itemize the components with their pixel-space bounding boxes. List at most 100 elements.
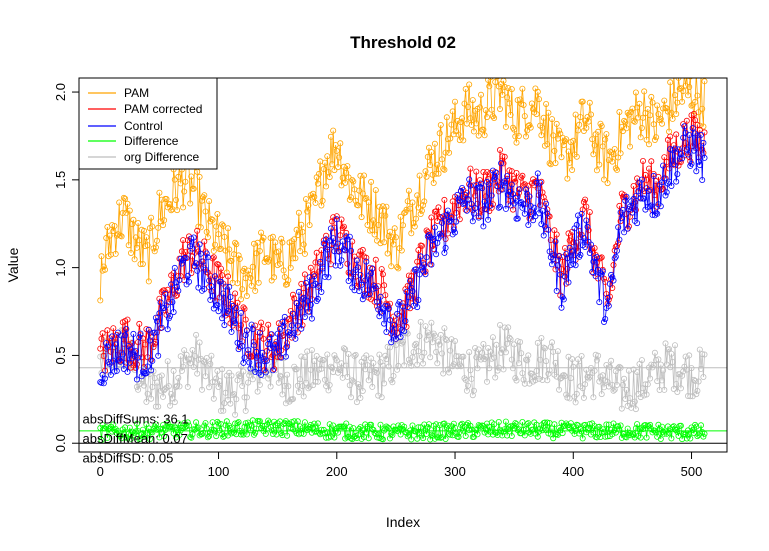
- data-point: [163, 423, 170, 430]
- data-point: [163, 302, 170, 309]
- data-point: [159, 393, 166, 400]
- data-point: [692, 117, 699, 124]
- data-point: [139, 260, 146, 267]
- data-point: [576, 121, 583, 128]
- data-point: [224, 225, 231, 232]
- data-point: [428, 149, 435, 156]
- data-point: [98, 437, 105, 444]
- data-point: [434, 161, 441, 168]
- data-point: [408, 230, 415, 237]
- data-point: [249, 376, 256, 383]
- data-point: [637, 134, 644, 141]
- data-point: [381, 380, 388, 387]
- data-point: [321, 273, 328, 280]
- data-point: [498, 160, 505, 167]
- data-point: [675, 146, 682, 153]
- data-point: [533, 179, 540, 186]
- data-point: [104, 327, 111, 334]
- data-point: [306, 222, 313, 229]
- data-point: [321, 376, 328, 383]
- data-point: [549, 116, 556, 123]
- y-tick-label: 0.0: [53, 434, 68, 452]
- data-point: [519, 418, 526, 425]
- data-point: [327, 133, 334, 140]
- data-point: [107, 348, 114, 355]
- data-point: [634, 368, 641, 375]
- data-point: [280, 332, 287, 339]
- data-point: [285, 277, 292, 284]
- data-point: [298, 221, 305, 228]
- data-point: [177, 353, 184, 360]
- data-point: [451, 229, 458, 236]
- data-point: [466, 349, 473, 356]
- data-point: [288, 322, 295, 329]
- data-point: [460, 200, 467, 207]
- data-point: [634, 421, 641, 428]
- data-point: [220, 407, 227, 414]
- data-point: [677, 422, 684, 429]
- data-point: [355, 264, 362, 271]
- data-point: [575, 212, 582, 219]
- data-point: [182, 254, 189, 261]
- data-point: [193, 331, 200, 338]
- data-point: [414, 435, 421, 442]
- data-point: [578, 352, 585, 359]
- data-point: [252, 287, 259, 294]
- data-point: [482, 206, 489, 213]
- data-point: [269, 233, 276, 240]
- data-point: [597, 433, 604, 440]
- data-point: [479, 349, 486, 356]
- data-point: [143, 234, 150, 241]
- data-point: [562, 244, 569, 251]
- data-point: [520, 102, 527, 109]
- data-point: [660, 105, 667, 112]
- data-point: [292, 255, 299, 262]
- data-point: [528, 100, 535, 107]
- data-point: [355, 431, 362, 438]
- data-point: [97, 379, 104, 386]
- data-point: [337, 262, 344, 269]
- data-point: [502, 418, 509, 425]
- data-point: [429, 171, 436, 178]
- data-point: [363, 258, 370, 265]
- data-point: [148, 395, 155, 402]
- data-point: [340, 163, 347, 170]
- data-point: [610, 261, 617, 268]
- data-point: [682, 82, 689, 89]
- data-point: [621, 375, 628, 382]
- data-point: [208, 216, 215, 223]
- data-point: [562, 273, 569, 280]
- data-point: [236, 255, 243, 262]
- data-point: [463, 207, 470, 214]
- data-point: [655, 421, 662, 428]
- data-point: [564, 175, 571, 182]
- data-point: [543, 200, 550, 207]
- data-point: [424, 228, 431, 235]
- data-point: [319, 265, 326, 272]
- data-point: [167, 312, 174, 319]
- data-point: [136, 237, 143, 244]
- data-point: [537, 179, 544, 186]
- data-point: [331, 352, 338, 359]
- data-point: [206, 433, 213, 440]
- data-point: [301, 419, 308, 426]
- data-point: [355, 381, 362, 388]
- data-point: [204, 434, 211, 441]
- data-point: [463, 421, 470, 428]
- data-point: [624, 109, 631, 116]
- data-point: [217, 407, 224, 414]
- data-point: [208, 427, 215, 434]
- data-point: [483, 378, 490, 385]
- data-point: [500, 179, 507, 186]
- data-point: [254, 388, 261, 395]
- data-point: [340, 223, 347, 230]
- data-point: [266, 419, 273, 426]
- data-point: [572, 262, 579, 269]
- data-point: [175, 420, 182, 427]
- data-point: [97, 345, 104, 352]
- data-point: [232, 411, 239, 418]
- data-point: [449, 108, 456, 115]
- data-point: [533, 111, 540, 118]
- data-point: [214, 302, 221, 309]
- data-point: [521, 432, 528, 439]
